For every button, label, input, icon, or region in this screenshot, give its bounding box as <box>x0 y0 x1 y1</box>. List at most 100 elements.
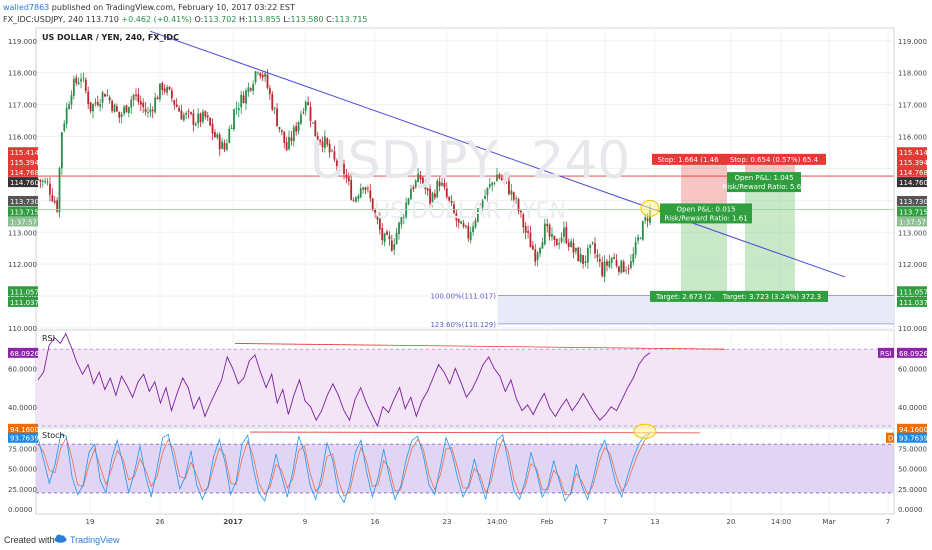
candle-body <box>321 141 324 148</box>
candle-body <box>206 115 209 118</box>
candle-body <box>543 223 546 245</box>
candle-body <box>139 101 142 105</box>
candle-body <box>276 108 278 127</box>
x-tick-label: Mar <box>822 518 835 526</box>
candle-body <box>577 247 580 262</box>
stoch-last-k-left: 94.1600 <box>10 426 39 434</box>
candle-body <box>572 242 575 253</box>
candle-body <box>314 120 317 137</box>
candle-body <box>292 127 295 142</box>
candle-body <box>357 195 360 199</box>
stoch-tag-name: D <box>888 435 893 443</box>
author-link[interactable]: walled7863 <box>3 3 50 12</box>
candle-body <box>505 179 508 181</box>
tag-last-b-left: 113.715 <box>10 208 39 216</box>
candle-body <box>601 262 604 276</box>
price-chart-title: US DOLLAR / YEN, 240, FX_IDC <box>42 33 179 42</box>
candle-body <box>46 181 49 183</box>
tradingview-brand[interactable]: TradingView <box>70 535 120 545</box>
tag-stop-b-right-bg <box>897 156 927 167</box>
last-price: 113.710 <box>85 15 119 24</box>
x-tick-label: 14:00 <box>771 518 791 526</box>
candle-body <box>625 270 627 272</box>
candle-body <box>132 94 135 100</box>
candle-body <box>328 143 331 153</box>
target-short-label-text: Target: 3.723 (3.24%) 372.3 <box>722 293 821 301</box>
candle-body <box>352 199 355 201</box>
candle-body <box>555 239 558 246</box>
stoch-tick-right: 25.0000 <box>898 486 927 494</box>
candle-body <box>268 88 271 95</box>
candle-body <box>185 112 188 115</box>
candle-body <box>89 102 92 112</box>
stoch-last-d-left-bg <box>8 432 38 443</box>
pnl-long-label-box <box>660 203 752 224</box>
tag-target-a-left: 111.057 <box>10 288 39 296</box>
candle-body <box>111 100 114 111</box>
candle-body <box>84 79 87 92</box>
candle-body <box>632 254 635 263</box>
candle-body <box>65 107 68 124</box>
highlight-circle <box>640 199 660 217</box>
candle-body <box>254 71 257 83</box>
candle-body <box>39 179 42 182</box>
candle-body <box>180 110 183 120</box>
candle-body <box>307 102 310 106</box>
candle-body <box>266 74 269 88</box>
tag-stop-a-left: 115.414 <box>10 149 39 157</box>
candle-body <box>433 193 436 198</box>
candle-body <box>536 252 539 260</box>
y-tick-label-right: 113.000 <box>898 229 927 237</box>
candle-body <box>115 106 118 112</box>
candle-body <box>68 104 70 109</box>
candle-body <box>419 175 422 180</box>
candle-body <box>429 188 431 204</box>
candle-body <box>646 218 649 221</box>
tag-red-a-right-bg <box>897 166 927 177</box>
x-tick-label: Feb <box>541 518 554 526</box>
rsi-line <box>37 332 651 428</box>
candle-body <box>288 136 290 150</box>
candle-body <box>331 150 333 152</box>
candle-body <box>634 241 637 255</box>
tag-red-b-right: 114.760 <box>899 179 928 187</box>
rsi-last-value-left: 68.0926 <box>10 350 39 358</box>
candle-body <box>591 242 594 244</box>
candle-body <box>333 151 336 160</box>
candle-body <box>194 123 197 126</box>
candle-body <box>271 94 274 110</box>
tag-stop-a-right: 115.414 <box>899 149 928 157</box>
candle-body <box>192 113 195 125</box>
candle-body <box>230 127 233 129</box>
stoch-last-d-bg <box>897 432 927 443</box>
candle-body <box>644 217 647 221</box>
candle-body <box>178 107 180 112</box>
candle-body <box>106 95 109 97</box>
candle-body <box>620 260 623 273</box>
stoch-tag-name-bg <box>886 432 894 443</box>
candle-body <box>438 181 441 187</box>
long-target-zone <box>681 209 727 295</box>
candle-body <box>594 243 596 254</box>
candle-body <box>553 235 556 240</box>
fib-100-label: 100.00%(111.017) <box>430 293 496 301</box>
x-tick-label: 20 <box>727 518 736 526</box>
y-tick-label-right: 116.000 <box>898 134 927 142</box>
pnl-long-label-text: Open P&L: 0.015 <box>676 205 735 213</box>
stoch-level-line <box>249 431 701 434</box>
candle-body <box>113 104 116 113</box>
y-tick-label-right: 112.000 <box>898 261 927 269</box>
candle-body <box>582 255 584 264</box>
candle-body <box>479 206 482 209</box>
candle-body <box>606 261 608 266</box>
y-tick-label-left: 113.000 <box>8 229 37 237</box>
stoch-tick-left: 0.0000 <box>8 506 33 514</box>
candle-body <box>398 222 400 234</box>
candle-body <box>120 114 123 117</box>
candle-body <box>104 93 106 97</box>
candle-body <box>80 79 82 82</box>
stop-long-label-text: Stop: 1.664 (1.46 <box>657 156 719 164</box>
candle-body <box>302 112 305 114</box>
candle-body <box>500 177 503 180</box>
candle-body <box>335 160 338 167</box>
